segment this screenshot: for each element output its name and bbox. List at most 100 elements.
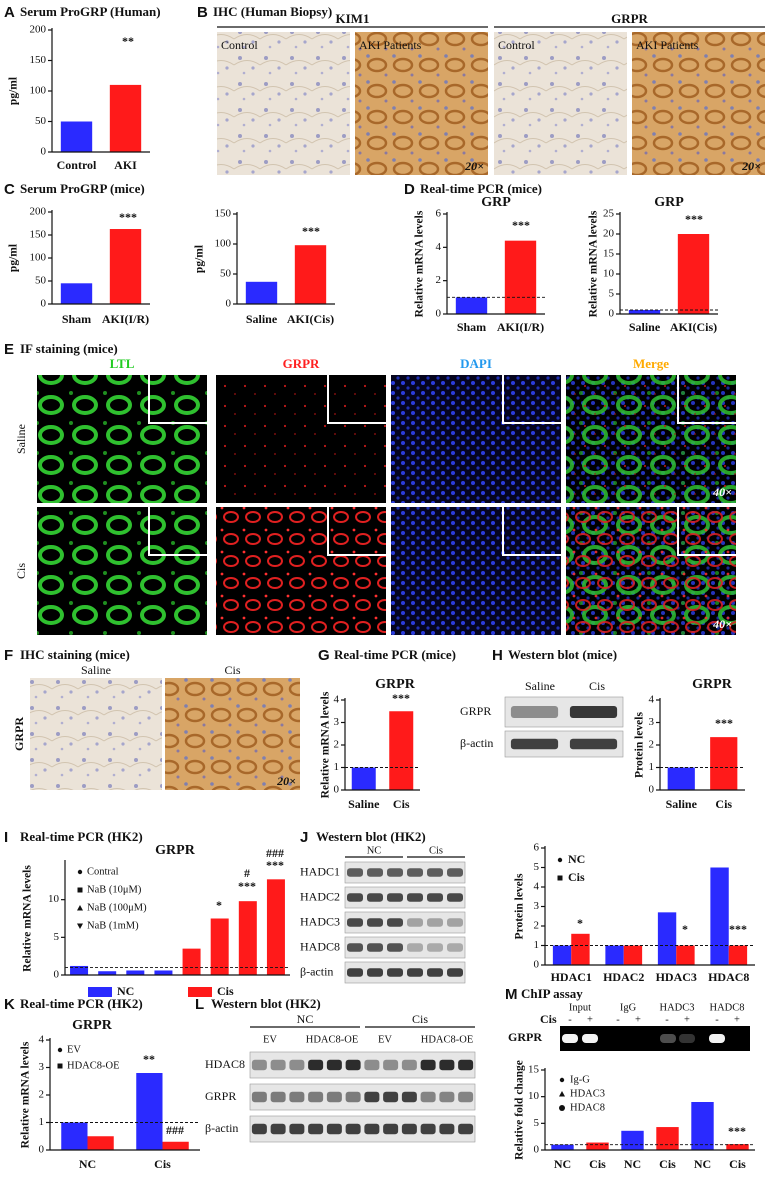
condition-label: AKI Patients xyxy=(636,38,699,52)
panel-letter: B xyxy=(197,4,208,21)
annotation: ** xyxy=(143,1052,155,1066)
panel-letter: E xyxy=(4,341,14,358)
blot-band xyxy=(364,1091,380,1103)
blot-band xyxy=(364,1123,380,1135)
y-tick-label: 5 xyxy=(54,931,60,943)
bar xyxy=(621,1130,644,1150)
y-tick-label: 0 xyxy=(39,1144,45,1156)
y-tick-label: 100 xyxy=(30,252,47,264)
y-tick-label: 1 xyxy=(534,939,540,951)
lane-label: EV xyxy=(263,1034,277,1045)
legend-marker xyxy=(57,1063,63,1069)
if-layer xyxy=(566,375,736,503)
column-label: Cis xyxy=(224,663,240,677)
legend-marker xyxy=(77,887,83,893)
bar xyxy=(623,945,643,965)
blot-band xyxy=(420,1091,436,1103)
y-tick-label: 3 xyxy=(334,716,340,728)
inset-frame xyxy=(327,375,386,424)
blot-strip xyxy=(344,861,466,884)
legend-marker xyxy=(77,869,83,875)
blot-band xyxy=(407,943,423,952)
if-layer xyxy=(216,507,386,635)
blot-band xyxy=(387,918,403,927)
ihc-image xyxy=(217,32,350,175)
blot-band xyxy=(347,968,363,977)
blot-band xyxy=(387,868,403,877)
gel-state: - xyxy=(568,1014,572,1025)
chart-title: GRP xyxy=(481,195,511,210)
x-tick-label: Saline xyxy=(246,312,278,326)
if-layer xyxy=(37,507,207,635)
blot-band xyxy=(270,1123,286,1135)
legend-label: HDAC8 xyxy=(570,1102,605,1113)
y-tick-label: 50 xyxy=(35,275,47,287)
bar xyxy=(656,1127,679,1150)
gel-group-label: HADC3 xyxy=(659,1002,694,1013)
panel-title: IHC staining (mice) xyxy=(20,647,130,662)
y-tick-label: 100 xyxy=(215,238,232,250)
blot-strip xyxy=(249,1115,476,1143)
annotation: ** xyxy=(122,34,134,48)
y-axis-label: pg/ml xyxy=(194,245,206,273)
row-label: HADC2 xyxy=(300,889,340,903)
y-tick-label: 5 xyxy=(534,861,540,873)
column-label: Saline xyxy=(525,679,555,693)
y-tick-label: 0 xyxy=(436,308,442,320)
bar xyxy=(154,970,173,975)
blot-band xyxy=(458,1091,474,1103)
if-layer xyxy=(216,375,386,503)
bar xyxy=(586,1142,609,1150)
blot-band xyxy=(347,943,363,952)
bar xyxy=(552,945,572,965)
row-label: Cis xyxy=(14,563,28,579)
panel-letter: I xyxy=(4,829,8,846)
blot-band xyxy=(427,968,443,977)
blot-band xyxy=(447,968,463,977)
blot-band xyxy=(251,1123,267,1135)
bar xyxy=(61,1122,88,1150)
magnification: 20× xyxy=(464,159,484,173)
blot-band xyxy=(383,1059,399,1071)
panel-title: Serum ProGRP (mice) xyxy=(20,181,145,196)
x-tick-label: AKI(I/R) xyxy=(102,312,149,326)
blot-band xyxy=(308,1059,324,1071)
row-label: Saline xyxy=(14,424,28,454)
blot-band xyxy=(420,1123,436,1135)
y-tick-label: 1 xyxy=(39,1116,45,1128)
panel-title: Real-time PCR (mice) xyxy=(334,647,456,662)
x-tick-label: AKI xyxy=(114,158,137,172)
bar xyxy=(691,1102,714,1150)
annotation: *** xyxy=(512,218,530,232)
legend-marker xyxy=(77,905,83,911)
panel-title: Western blot (HK2) xyxy=(211,996,321,1011)
gel-band xyxy=(582,1034,598,1043)
blot-band xyxy=(401,1091,417,1103)
row-label: HADC1 xyxy=(300,864,340,878)
blot-band xyxy=(420,1059,436,1071)
annotation: *** xyxy=(685,212,703,226)
blot-band xyxy=(308,1091,324,1103)
x-tick-label: NC xyxy=(624,1157,641,1171)
blot-band xyxy=(345,1059,361,1071)
row-label: HADC3 xyxy=(300,914,340,928)
x-tick-label: Cis xyxy=(659,1157,676,1171)
blot-band xyxy=(367,918,383,927)
group-label: GRPR xyxy=(611,11,648,26)
legend-label: HDAC8-OE xyxy=(67,1060,120,1071)
y-tick-label: 0 xyxy=(534,1144,540,1156)
blot-band xyxy=(439,1059,455,1071)
bar xyxy=(136,1073,163,1150)
x-tick-label: HDAC1 xyxy=(551,970,592,984)
blot-band xyxy=(308,1123,324,1135)
blot-band xyxy=(510,738,559,750)
bar xyxy=(605,945,624,965)
bar xyxy=(238,901,257,975)
x-tick-label: Saline xyxy=(666,797,698,811)
gel-row-label: GRPR xyxy=(508,1030,542,1044)
group-label: Cis xyxy=(429,845,443,856)
blot-band xyxy=(407,893,423,902)
legend-marker xyxy=(559,1105,565,1111)
blot-band xyxy=(347,893,363,902)
